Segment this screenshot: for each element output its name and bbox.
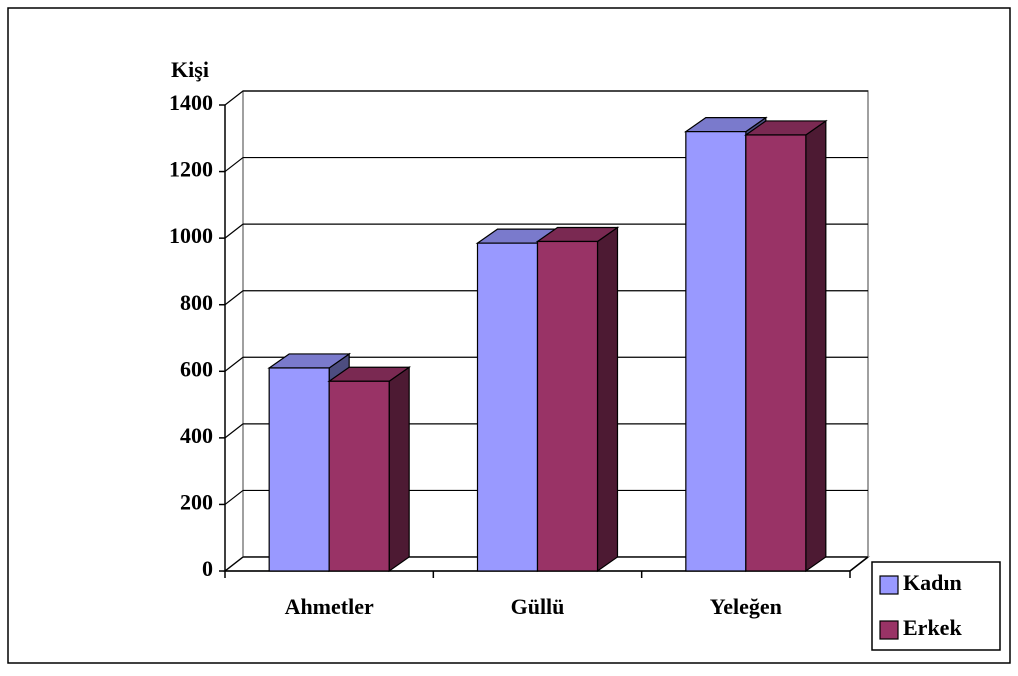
y-tick-label: 1400 <box>169 90 213 115</box>
y-tick-label: 800 <box>180 290 213 315</box>
legend-label: Erkek <box>903 615 962 640</box>
bar <box>685 131 747 572</box>
x-axis-end <box>849 556 869 572</box>
bar-side <box>596 226 619 573</box>
x-tick-label: Yeleğen <box>710 594 782 619</box>
bar <box>328 380 390 572</box>
y-tick-label: 1200 <box>169 157 213 182</box>
grid-line-side <box>224 423 244 439</box>
legend-swatch <box>879 575 899 595</box>
y-tick-label: 200 <box>180 489 213 514</box>
legend-label: Kadın <box>903 570 962 595</box>
y-axis-label: Kişi <box>171 57 209 82</box>
grid-line-side <box>224 223 244 239</box>
grid-line-side <box>224 157 244 173</box>
x-tick-label: Ahmetler <box>285 594 374 619</box>
bar <box>745 134 807 572</box>
y-tick-label: 400 <box>180 423 213 448</box>
bar <box>536 240 599 572</box>
y-tick-label: 600 <box>180 356 213 381</box>
grid-line-side <box>224 290 244 306</box>
bar-side <box>388 366 410 573</box>
bar-side <box>805 119 827 573</box>
grid-line-side <box>224 489 244 505</box>
grid-line-side <box>224 356 244 372</box>
y-tick-label: 0 <box>202 556 213 581</box>
bar <box>268 367 330 572</box>
bar <box>476 242 539 572</box>
legend-swatch <box>879 620 899 640</box>
y-tick-label: 1000 <box>169 223 213 248</box>
grid-line-side <box>224 90 244 106</box>
grid-line-side <box>224 556 244 572</box>
x-tick-label: Güllü <box>511 594 565 619</box>
